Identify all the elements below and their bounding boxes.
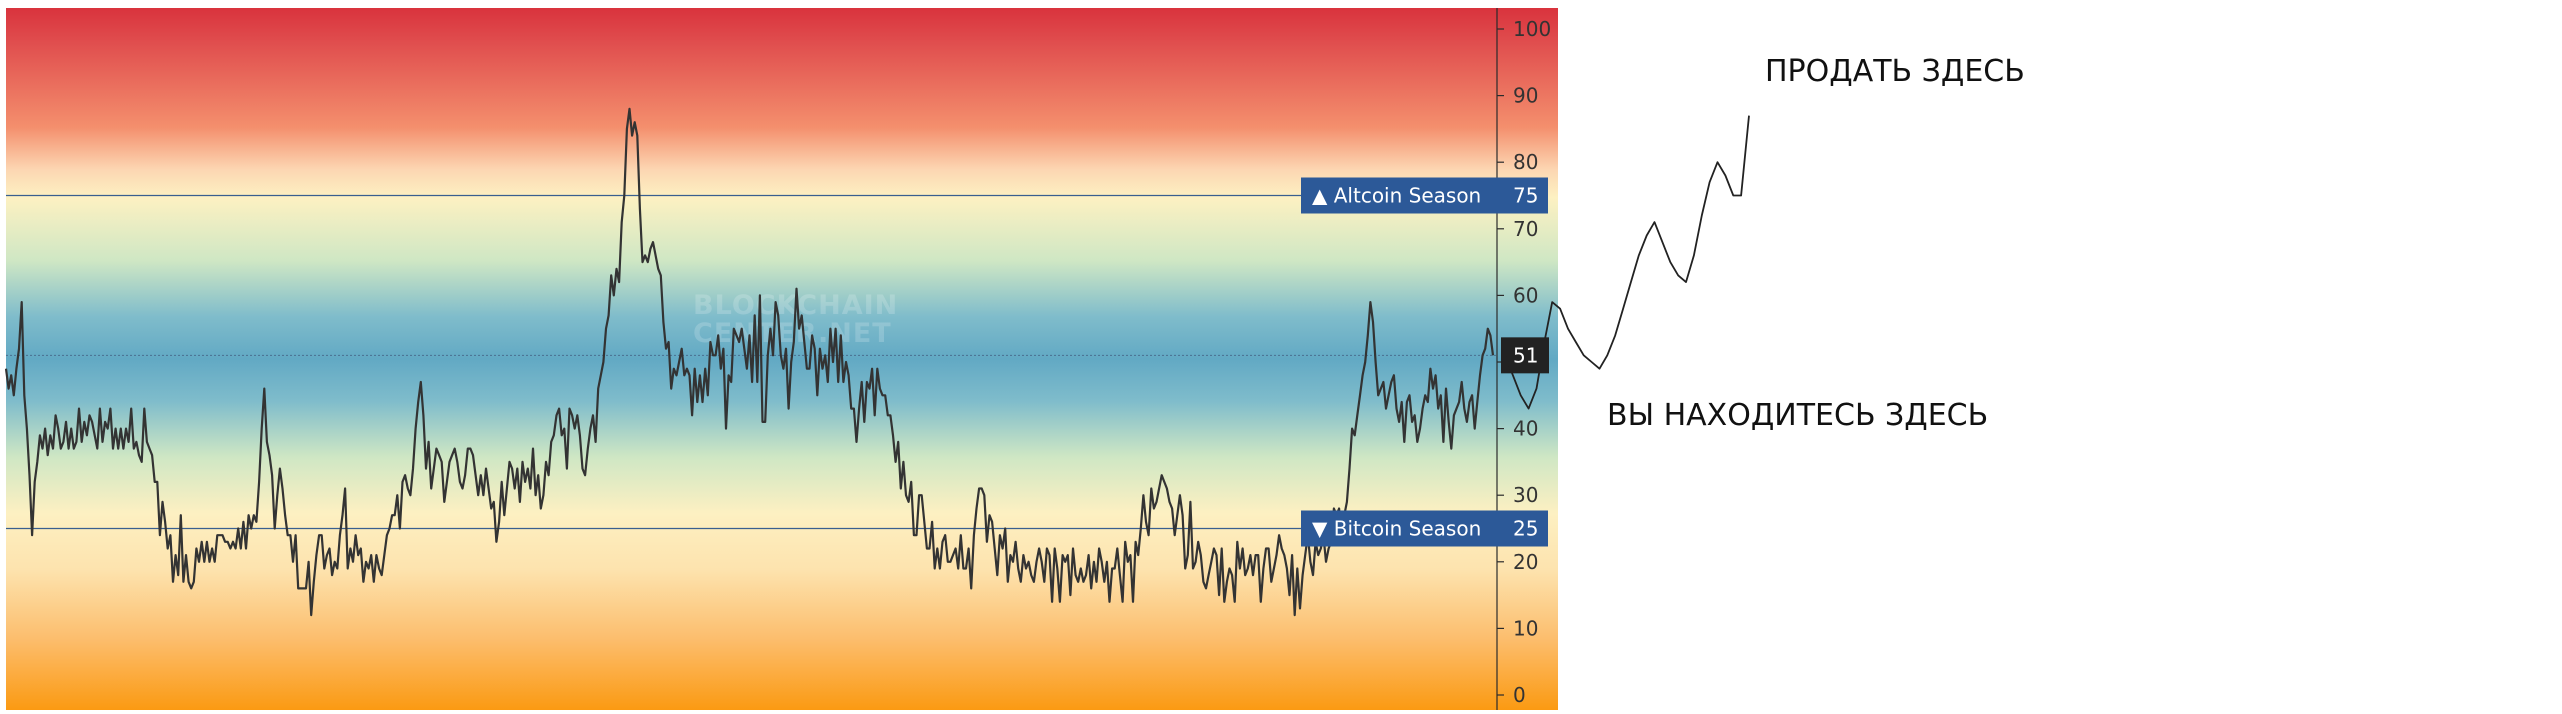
sell-annotation: ПРОДАТЬ ЗДЕСЬ <box>1765 54 2025 89</box>
series-line-index <box>4 107 1495 617</box>
watermark-line-2: CENTER.NET <box>693 318 892 349</box>
y-tick-label-30: 30 <box>1513 483 1538 507</box>
projection-line <box>1504 115 1750 410</box>
y-tick-label-40: 40 <box>1513 417 1538 441</box>
season-badge-25 <box>1301 510 1548 547</box>
season-badge-value: 25 <box>1513 517 1538 541</box>
season-badge-label: ▲ Altcoin Season <box>1312 184 1481 208</box>
current-value-label: 51 <box>1513 343 1538 367</box>
y-tick-label-100: 100 <box>1513 17 1551 41</box>
y-tick-label-20: 20 <box>1513 550 1538 574</box>
y-axis: 1009080706050403020100 <box>1496 8 1551 710</box>
y-tick-label-80: 80 <box>1513 150 1538 174</box>
level-badges: ▲ Altcoin Season 75 ▼ Bitcoin Season 25 51 <box>1301 177 1549 547</box>
y-tick-label-10: 10 <box>1513 616 1538 640</box>
season-badge-label: ▼ Bitcoin Season <box>1312 517 1481 541</box>
y-tick-label-90: 90 <box>1513 84 1538 108</box>
projection-layer <box>1504 115 1750 410</box>
y-tick-label-0: 0 <box>1513 683 1526 707</box>
y-tick-label-70: 70 <box>1513 217 1538 241</box>
season-badge-75 <box>1301 177 1548 214</box>
y-tick-label-60: 60 <box>1513 283 1538 307</box>
season-badge-value: 75 <box>1513 184 1538 208</box>
you-are-here-annotation: ВЫ НАХОДИТЕСЬ ЗДЕСЬ <box>1607 398 1988 433</box>
series-layer <box>4 107 1495 617</box>
